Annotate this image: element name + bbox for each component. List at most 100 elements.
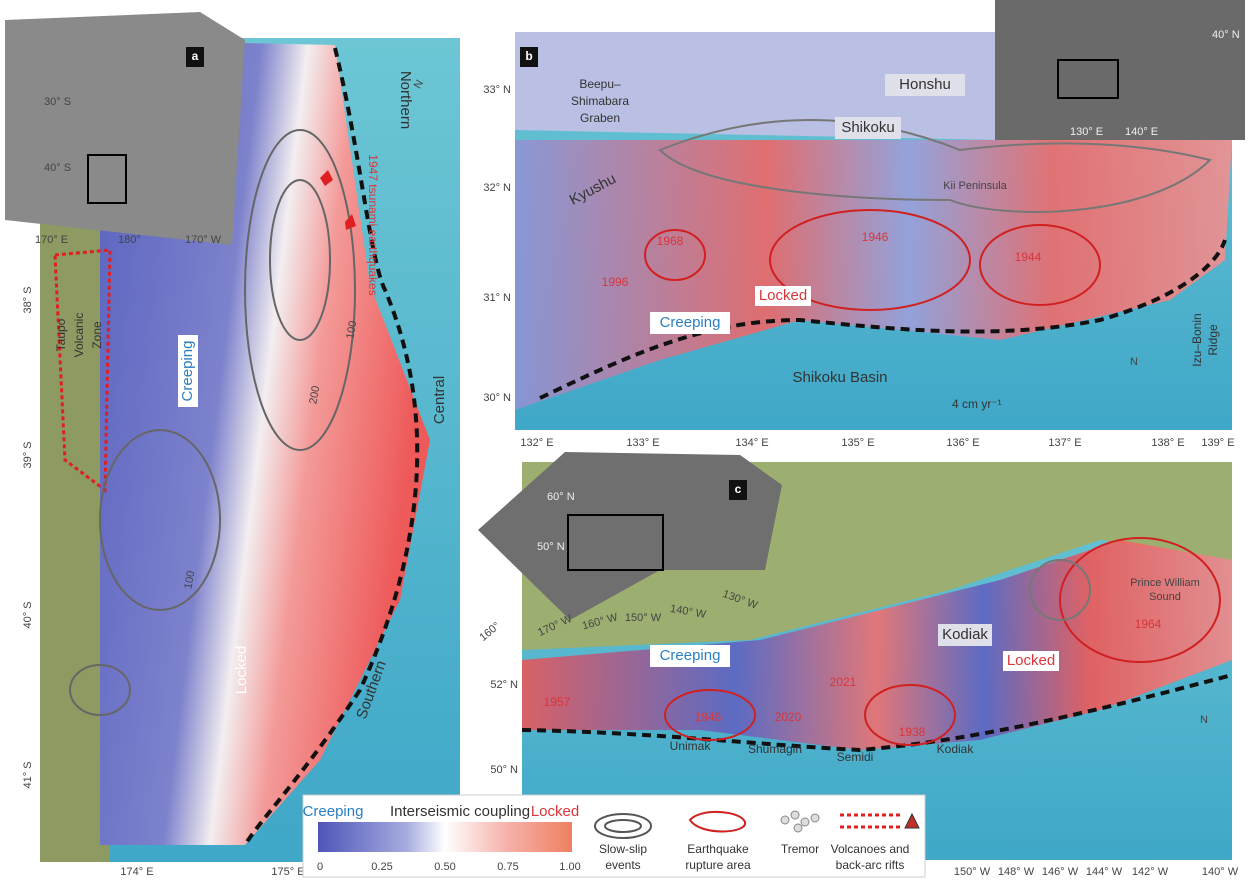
creeping-label: Creeping (660, 647, 721, 664)
colorbar-tick: 1.00 (559, 861, 580, 873)
panel-label: b (525, 49, 532, 63)
legend-locked: Locked (531, 803, 579, 820)
velocity-label: 4 cm yr⁻¹ (952, 397, 1002, 411)
inset-map (478, 452, 782, 620)
label-box (650, 645, 730, 667)
label-box (938, 624, 992, 646)
slow-slip-contour (1029, 559, 1091, 621)
lon-tick: 133° E (626, 437, 659, 449)
star (345, 214, 356, 230)
inset-map (995, 0, 1245, 140)
lat-tick: 40° S (22, 601, 34, 628)
panel-a: a 30° S 40° S 170° E 180° 170° W Norther… (5, 12, 460, 878)
inset-box (1057, 59, 1119, 99)
tremor-icon (780, 810, 820, 833)
legend-label: back-arc rifts (836, 858, 905, 872)
label-box (729, 480, 747, 500)
inset-lon: 160° (477, 620, 502, 644)
colorbar-tick: 0.75 (497, 861, 518, 873)
creeping-label: Creeping (179, 341, 196, 402)
earthquake-label: 1957 (544, 695, 571, 709)
legend-label: events (605, 858, 640, 872)
slow-slip-contour (99, 429, 221, 611)
colorbar-tick: 0 (317, 861, 323, 873)
lon-tick: 137° E (1048, 437, 1081, 449)
label-box (755, 286, 811, 306)
slow-slip-contour (69, 664, 131, 716)
slow-slip-icon (594, 813, 652, 839)
graben-label: Beepu– (579, 77, 621, 91)
inset-box (87, 154, 127, 204)
lat-tick: 50° N (490, 764, 518, 776)
legend-label: Tremor (781, 842, 819, 856)
locked-label: Locked (233, 646, 250, 694)
north-arrow: N (1130, 356, 1138, 368)
graben-label: Shimabara (571, 94, 629, 108)
north-arrow: N (1200, 714, 1208, 726)
inset-lat: 60° N (547, 491, 575, 503)
place-label: Honshu (899, 76, 951, 93)
inset-lat: 40° N (1212, 29, 1240, 41)
inset-lat: 30° S (44, 96, 71, 108)
segment-label: Unimak (670, 739, 712, 753)
lat-tick: 30° N (483, 392, 511, 404)
ridge-label: Ridge (1206, 324, 1220, 356)
legend-label: rupture area (685, 858, 751, 872)
segment-label: Central (431, 376, 448, 424)
colorbar-tick: 0.50 (434, 861, 455, 873)
place-label: Prince William (1130, 577, 1200, 589)
legend-title: Interseismic coupling (390, 803, 530, 820)
trench (243, 47, 420, 847)
slow-slip-contour (244, 129, 356, 451)
locked-label: Locked (1007, 652, 1055, 669)
lon-tick: 174° E (120, 866, 153, 878)
lat-tick: 38° S (22, 286, 34, 313)
locked-label: Locked (759, 287, 807, 304)
panel-c: 60° N 50° N 160° 170° W 160° W 150° W 14… (477, 452, 1239, 878)
lon-tick: 138° E (1151, 437, 1184, 449)
lon-tick: 175° E (271, 866, 304, 878)
trench (521, 673, 1233, 753)
earthquake-label: 2020 (775, 710, 802, 724)
rupture-icon (688, 810, 746, 833)
earthquake-label: 1938 (899, 725, 926, 739)
place-label: Shikoku (841, 119, 894, 136)
legend-creeping: Creeping (303, 803, 364, 820)
inset-lon: 170° E (35, 234, 68, 246)
rupture-outline (864, 684, 956, 746)
label-box (520, 47, 538, 67)
ridge-label: Izu–Bonin (1190, 313, 1204, 366)
inset-lon: 170° W (185, 234, 222, 246)
contour-label: 200 (307, 385, 322, 405)
inset-lon: 130° E (1070, 126, 1103, 138)
volcanic-zone-outline (53, 248, 112, 493)
earthquake-label: 1964 (1135, 617, 1162, 631)
lon-tick: 134° E (735, 437, 768, 449)
rupture-outline (644, 229, 706, 281)
segment-label: Semidi (837, 750, 874, 764)
label-box (186, 47, 204, 67)
trench (539, 239, 1227, 400)
volcano-icon (840, 813, 900, 829)
lat-tick: 39° S (22, 441, 34, 468)
earthquake-label: 1946 (695, 710, 722, 724)
label-box (650, 312, 730, 334)
coupling (515, 140, 1232, 410)
inset-lat: 50° N (537, 541, 565, 553)
inset-lon: 180° (118, 234, 141, 246)
volcanic-zone-label: Volcanic (72, 313, 86, 358)
colorbar-tick: 0.25 (371, 861, 392, 873)
contour-label: 100 (182, 570, 197, 590)
lon-tick: 150° W (954, 866, 991, 878)
rupture-outline (664, 689, 756, 741)
rupture-outline (979, 224, 1101, 306)
lon-tick: 146° W (1042, 866, 1079, 878)
volcano-icon (904, 812, 920, 829)
earthquake-label: 1947 tsunami earthquakes (366, 154, 380, 295)
panel-label: c (735, 482, 742, 496)
segment-label: Shumagin (748, 742, 802, 756)
volcanic-zone-label: Zone (90, 321, 104, 349)
earthquake-label: 1944 (1015, 250, 1042, 264)
